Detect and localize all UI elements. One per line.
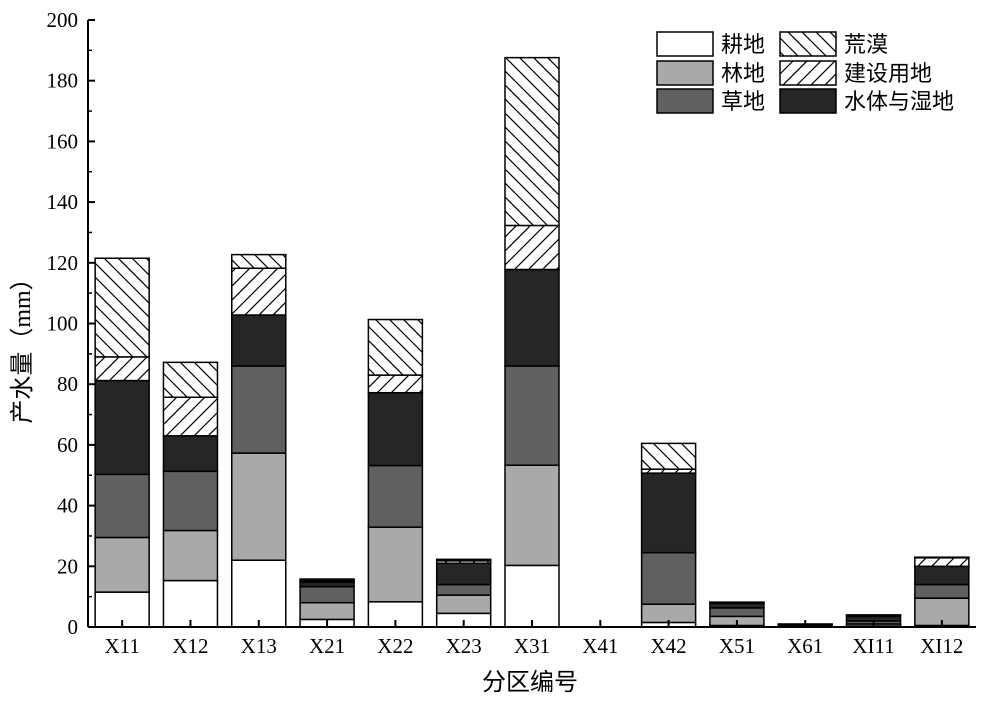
bar-segment-X11-水体与湿地 [94,379,150,476]
legend-label-建设用地: 建设用地 [844,61,932,86]
bar-segment-X42-林地 [640,603,697,624]
bar-segment-X31-建设用地 [504,224,560,271]
bar-segment-X22-建设用地 [367,374,424,394]
y-tick-label: 0 [68,615,79,639]
bar-segment-X12-荒漠 [162,361,219,399]
bar-segment-X31-林地 [504,464,560,567]
y-axis-label: 产水量（mm） [9,266,36,423]
x-tick-label-X41: X41 [582,634,618,658]
legend-swatch-水体与湿地 [779,88,837,114]
bar-segment-X13-耕地 [231,559,287,628]
x-tick-label-X23: X23 [446,634,482,658]
bar-segment-X12-耕地 [162,579,219,628]
bar-segment-X13-荒漠 [231,253,287,270]
legend-label-林地: 林地 [721,61,765,86]
y-tick-label: 100 [47,312,79,336]
x-tick-label-X51: X51 [719,634,755,658]
bar-segment-XI12-草地 [914,583,970,599]
x-tick-label-XI11: XI11 [852,634,894,658]
legend-label-荒漠: 荒漠 [844,32,888,57]
x-tick-label-X11: X11 [104,634,139,658]
y-tick-label: 120 [47,251,79,275]
y-tick-label: 140 [47,190,79,214]
bar-segment-X42-水体与湿地 [640,472,697,554]
bar-segment-X31-荒漠 [504,56,560,227]
bar-segment-XI12-水体与湿地 [914,565,970,586]
bar-segment-X23-荒漠 [435,558,492,562]
x-tick-label-X21: X21 [309,634,345,658]
bar-segment-X13-草地 [231,365,287,454]
bar-segment-X51-草地 [709,607,765,618]
legend-swatch-荒漠 [779,31,837,57]
bar-segment-X31-草地 [504,365,560,466]
bar-segment-X11-草地 [94,473,150,539]
bars-layer [94,56,970,628]
bar-segment-X31-水体与湿地 [504,268,560,367]
bar-segment-X12-建设用地 [162,396,219,437]
y-tick-label: 60 [57,433,78,457]
x-tick-label-X22: X22 [377,634,413,658]
legend-label-草地: 草地 [721,89,765,114]
bar-segment-X22-水体与湿地 [367,391,424,467]
bar-segment-XI11-荒漠 [845,614,902,617]
bar-segment-X12-林地 [162,529,219,582]
bar-segment-X22-草地 [367,464,424,528]
axes-layer: 0 20 40 60 80 100 120 140 160 180 200 X11 X12 X13 X21 X… [47,8,976,658]
x-tick-label-XI12: XI12 [920,634,963,658]
bar-segment-X12-草地 [162,470,219,532]
bar-segment-X21-草地 [299,585,355,604]
bar-segment-X51-荒漠 [709,601,765,604]
bar-segment-X23-林地 [435,594,492,615]
legend-swatch-林地 [656,60,714,86]
y-tick-label: 40 [57,494,78,518]
x-tick-label-X42: X42 [651,634,687,658]
bar-segment-X42-草地 [640,551,697,605]
legend-swatch-草地 [656,88,714,114]
x-tick-label-X13: X13 [241,634,277,658]
legend-swatch-耕地 [656,31,714,57]
legend-swatch-建设用地 [779,60,837,86]
bar-segment-X13-建设用地 [231,267,287,316]
bar-segment-XI12-建设用地 [914,557,970,568]
x-tick-label-X31: X31 [514,634,550,658]
bar-segment-X31-耕地 [504,564,560,628]
y-tick-label: 20 [57,554,78,578]
bar-segment-X21-荒漠 [299,578,355,582]
y-tick-label: 160 [47,129,79,153]
bar-segment-X22-荒漠 [367,318,424,376]
bar-segment-X12-水体与湿地 [162,435,219,473]
x-axis-label: 分区编号 [482,669,578,696]
bar-segment-X22-林地 [367,526,424,603]
y-tick-label: 180 [47,69,79,93]
bar-segment-X23-水体与湿地 [435,562,492,586]
bar-segment-X13-林地 [231,452,287,561]
bar-segment-X11-建设用地 [94,356,150,382]
legend-label-水体与湿地: 水体与湿地 [844,89,954,114]
bar-segment-X23-草地 [435,583,492,596]
bar-segment-X11-林地 [94,536,150,593]
y-tick-label: 200 [47,8,79,32]
bar-segment-X11-荒漠 [94,257,150,358]
legend-label-耕地: 耕地 [721,32,765,57]
x-tick-label-X61: X61 [787,634,823,658]
bar-segment-X21-林地 [299,601,355,621]
bar-segment-XI12-荒漠 [914,556,970,559]
x-tick-label-X12: X12 [172,634,208,658]
bar-segment-X13-水体与湿地 [231,314,287,367]
y-tick-label: 80 [57,372,78,396]
bar-segment-X42-荒漠 [640,442,697,470]
